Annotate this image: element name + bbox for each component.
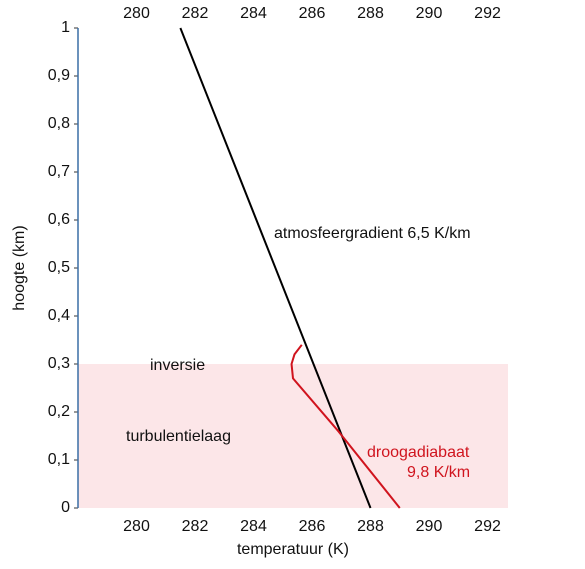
x-tick-label: 286 [299,518,326,535]
y-tick-label: 0,7 [48,163,70,180]
y-tick-label: 0,4 [48,307,70,324]
y-tick-label: 0,1 [48,451,70,468]
x-tick-label-top: 286 [299,5,326,22]
y-axis-label: hoogte (km) [11,225,28,310]
x-tick-label: 284 [240,518,267,535]
y-tick-label: 0 [61,499,70,516]
x-tick-label: 292 [474,518,501,535]
x-tick-label-top: 284 [240,5,267,22]
line [290,344,401,509]
x-tick-label-top: 282 [182,5,209,22]
y-tick-label: 0,2 [48,403,70,420]
x-tick-label-top: 292 [474,5,501,22]
x-axis-label: temperatuur (K) [237,541,349,558]
y-tick-label: 0,9 [48,67,70,84]
y-tick-label: 0,3 [48,355,70,372]
annotation: droogadiabaat [367,444,470,461]
x-tick-label-top: 290 [416,5,443,22]
y-tick-label: 0,5 [48,259,70,276]
line [179,27,372,509]
x-tick-label: 280 [123,518,150,535]
x-tick-label: 290 [416,518,443,535]
x-tick-label: 282 [182,518,209,535]
y-tick-label: 0,6 [48,211,70,228]
inversion-band [78,364,508,508]
x-tick-label-top: 280 [123,5,150,22]
plot-area [78,364,508,508]
x-tick-label: 288 [357,518,384,535]
annotation: 9,8 K/km [407,464,470,481]
annotation: turbulentielaag [126,428,231,445]
annotation: inversie [150,357,205,374]
x-tick-label-top: 288 [357,5,384,22]
y-tick-label: 0,8 [48,115,70,132]
y-tick-label: 1 [61,19,70,36]
annotation: atmosfeergradient 6,5 K/km [274,225,471,242]
